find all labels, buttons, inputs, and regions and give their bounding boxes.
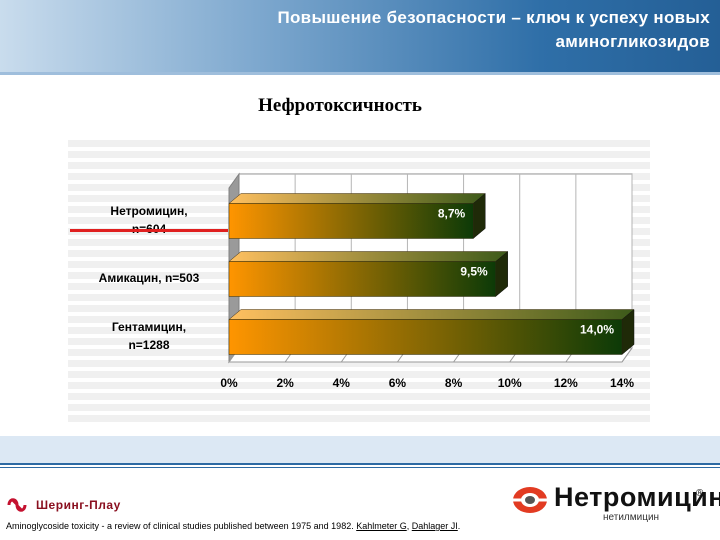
- bar-top: [228, 193, 486, 204]
- floor-tick: [621, 347, 633, 363]
- bar-value-label: 8,7%: [438, 207, 466, 221]
- schering-plough-icon: [7, 498, 27, 512]
- bar-top: [228, 309, 635, 320]
- schering-plough-logo: Шеринг-Плау: [6, 494, 121, 516]
- citation: Aminoglycoside toxicity - a review of cl…: [6, 521, 460, 531]
- bar: [228, 261, 496, 297]
- bar-group: 8,7%: [228, 192, 486, 240]
- citation-author-2[interactable]: Dahlager JI: [411, 521, 458, 531]
- x-tick-label: 10%: [498, 376, 522, 390]
- category-label: Гентамицин, n=1288: [111, 320, 187, 352]
- bar-group: 9,5%: [228, 250, 509, 298]
- chart-title: Нефротоксичность: [258, 95, 422, 116]
- x-tick-label: 0%: [220, 376, 238, 390]
- footer-band: [0, 436, 720, 463]
- left-logo-text: Шеринг-Плау: [36, 498, 121, 512]
- bar: [228, 203, 474, 239]
- right-logo-name: Нетромицин: [554, 482, 720, 512]
- bar-group: 14,0%: [228, 308, 635, 356]
- x-tick-label: 12%: [554, 376, 578, 390]
- footer-divider-thin: [0, 467, 720, 468]
- netromycin-logo: Нетромицин ® нетилмицин: [510, 482, 720, 524]
- bar: [228, 319, 623, 355]
- registered-mark: ®: [696, 488, 704, 499]
- header-divider: [0, 72, 720, 75]
- x-tick-label: 14%: [610, 376, 634, 390]
- x-tick-label: 2%: [276, 376, 294, 390]
- x-tick-label: 4%: [333, 376, 351, 390]
- citation-text: Aminoglycoside toxicity - a review of cl…: [6, 521, 357, 531]
- netromycin-logo-icon: [513, 487, 547, 513]
- x-tick-label: 6%: [389, 376, 407, 390]
- bar-top: [228, 251, 509, 262]
- category-label: Амикацин, n=503: [98, 271, 200, 285]
- citation-end: .: [457, 521, 461, 531]
- x-tick-label: 8%: [445, 376, 463, 390]
- citation-separator: ,: [406, 521, 412, 531]
- citation-author-1[interactable]: Kahlmeter G: [356, 521, 407, 531]
- bar-value-label: 9,5%: [460, 265, 488, 279]
- slide-title: Повышение безопасности – ключ к успеху н…: [277, 8, 710, 51]
- bar-value-label: 14,0%: [580, 323, 614, 337]
- footer-divider: [0, 463, 720, 465]
- right-logo-subtitle: нетилмицин: [603, 512, 660, 523]
- header-bar: Повышение безопасности – ключ к успеху н…: [0, 0, 720, 72]
- highlight-line: [70, 229, 228, 232]
- category-label: Нетромицин, n=604: [110, 204, 188, 236]
